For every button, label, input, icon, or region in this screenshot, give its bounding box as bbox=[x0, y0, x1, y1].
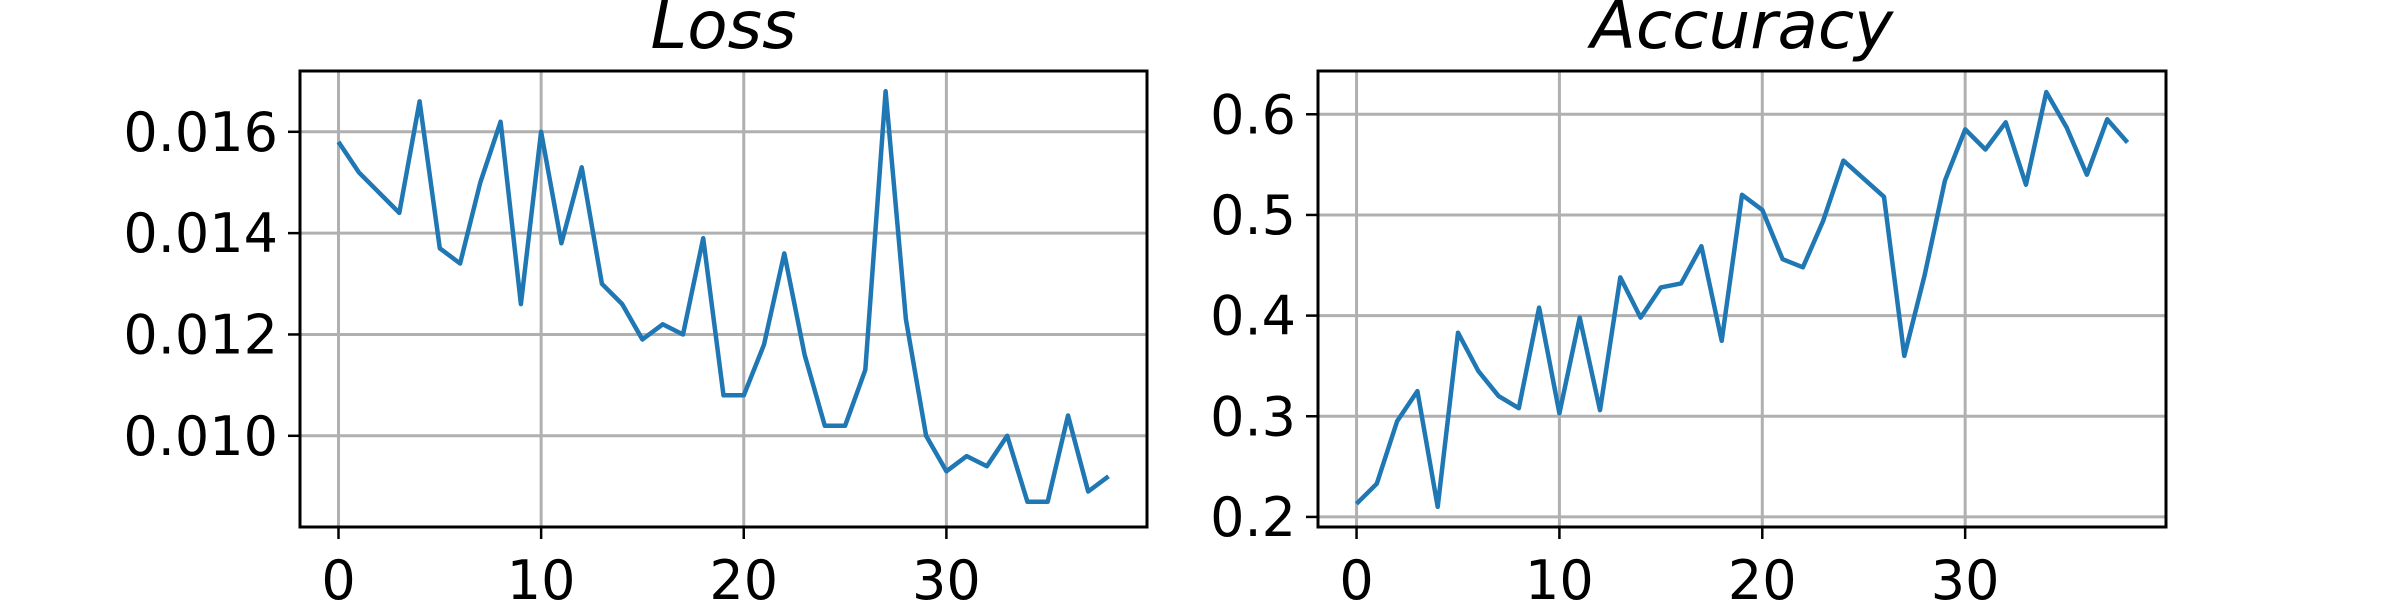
loss-plot-frame bbox=[298, 69, 1149, 529]
accuracy-y-tick-label: 0.2 bbox=[1210, 486, 1296, 549]
loss-series-line bbox=[336, 89, 1110, 504]
accuracy-chart: 0 10 20 30 0.2 0.3 0.4 0.5 0.6 Accuracy bbox=[1210, 0, 2168, 600]
accuracy-plot-frame bbox=[1316, 69, 2168, 529]
loss-y-tick-label: 0.016 bbox=[123, 101, 278, 164]
loss-y-tick-label: 0.014 bbox=[123, 202, 278, 265]
accuracy-chart-title: Accuracy bbox=[1587, 0, 1894, 64]
loss-x-tick-label: 0 bbox=[321, 549, 355, 600]
accuracy-y-tick-label: 0.3 bbox=[1210, 385, 1296, 448]
accuracy-y-tick-label: 0.6 bbox=[1210, 83, 1296, 146]
accuracy-y-tick-label: 0.4 bbox=[1210, 285, 1296, 348]
loss-chart: 0 10 20 30 0.010 0.012 0.014 0.016 Loss bbox=[123, 0, 1149, 600]
loss-x-tick-label: 20 bbox=[709, 549, 778, 600]
accuracy-x-tick-label: 0 bbox=[1339, 549, 1373, 600]
loss-y-tick-label: 0.012 bbox=[123, 303, 278, 366]
loss-x-tick-label: 10 bbox=[507, 549, 576, 600]
accuracy-y-tick-label: 0.5 bbox=[1210, 184, 1296, 247]
loss-chart-title: Loss bbox=[651, 0, 797, 64]
loss-y-tick-label: 0.010 bbox=[123, 405, 278, 468]
accuracy-series-line bbox=[1354, 89, 2130, 510]
loss-x-tick-label: 30 bbox=[912, 549, 981, 600]
accuracy-x-tick-label: 30 bbox=[1931, 549, 2000, 600]
accuracy-x-tick-label: 10 bbox=[1525, 549, 1594, 600]
accuracy-x-tick-label: 20 bbox=[1728, 549, 1797, 600]
